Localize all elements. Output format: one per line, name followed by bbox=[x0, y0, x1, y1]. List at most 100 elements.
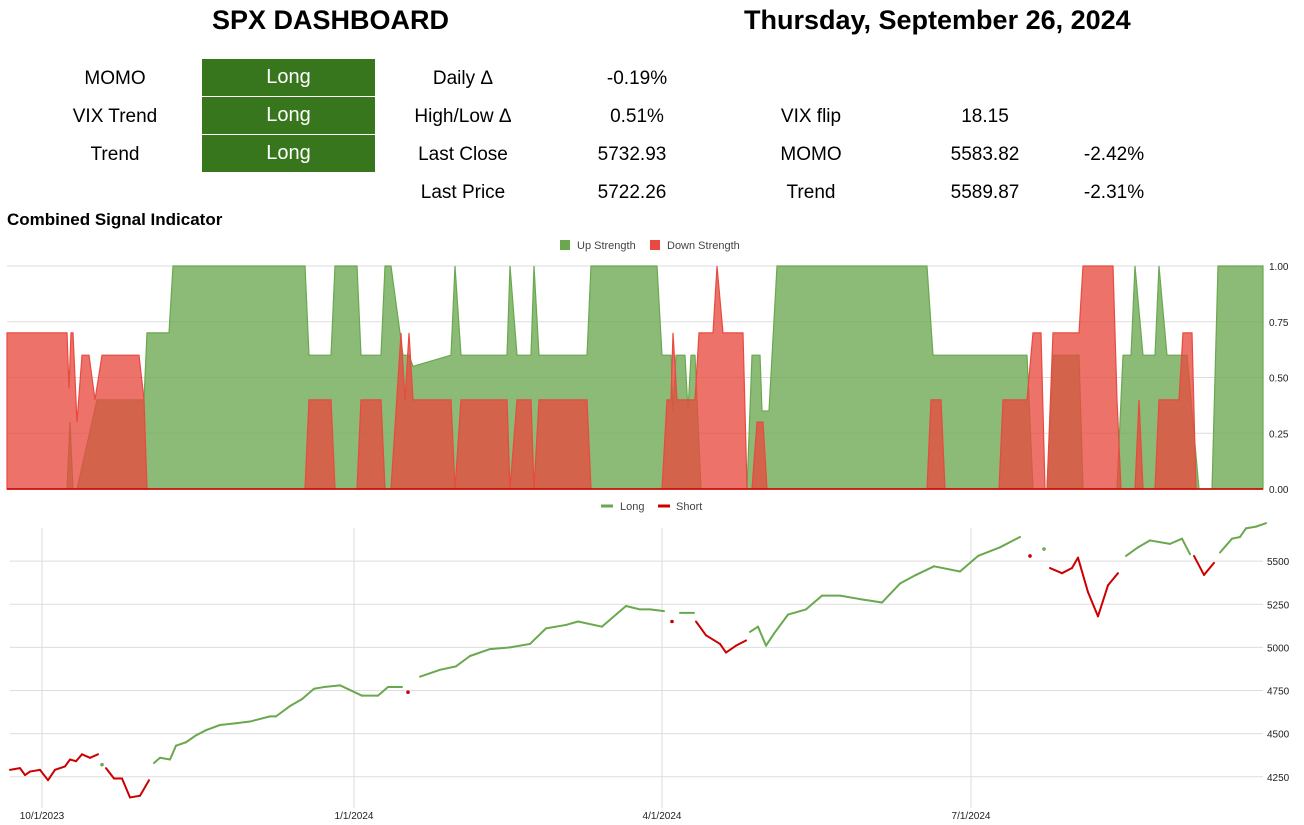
long-segment bbox=[219, 722, 237, 726]
long-segment bbox=[469, 648, 491, 657]
long-segment bbox=[933, 565, 961, 573]
momo-level-label: MOMO bbox=[780, 144, 842, 165]
long-segment bbox=[577, 620, 603, 628]
long-segment bbox=[529, 627, 547, 645]
long-segment bbox=[377, 686, 389, 697]
short-segment bbox=[719, 642, 727, 654]
long-segment bbox=[1255, 522, 1267, 528]
long-segment bbox=[773, 613, 789, 635]
long-segment bbox=[899, 573, 917, 585]
long-segment bbox=[765, 632, 775, 647]
long-segment bbox=[159, 756, 171, 761]
long-segment bbox=[153, 756, 161, 764]
short-segment bbox=[1049, 567, 1063, 575]
short-segment bbox=[1087, 591, 1099, 618]
trend-level-value: 5589.87 bbox=[950, 182, 1020, 203]
short-segment bbox=[89, 753, 99, 759]
short-segment bbox=[1193, 554, 1205, 576]
long-point bbox=[1042, 547, 1046, 551]
long-segment bbox=[439, 665, 457, 671]
long-segment bbox=[1137, 539, 1151, 549]
long-segment bbox=[175, 741, 187, 747]
long-segment bbox=[1231, 535, 1241, 540]
long-segment bbox=[489, 646, 511, 651]
short-segment bbox=[24, 770, 31, 777]
short-segment bbox=[725, 644, 737, 654]
price-ytick-label: 4750 bbox=[1267, 687, 1290, 698]
long-segment bbox=[289, 698, 303, 708]
short-segment bbox=[19, 767, 26, 777]
signal-label-momo: MOMO bbox=[84, 68, 146, 89]
short-segment bbox=[1203, 561, 1215, 576]
short-segment bbox=[64, 758, 71, 768]
short-segment bbox=[29, 768, 41, 773]
last-close-value: 5732.93 bbox=[597, 144, 667, 165]
long-segment bbox=[455, 655, 471, 668]
last-price-value: 5722.26 bbox=[597, 182, 667, 203]
long-segment bbox=[839, 594, 861, 601]
long-point bbox=[100, 762, 104, 767]
signal-label-vix-trend: VIX Trend bbox=[72, 106, 158, 127]
long-segment bbox=[195, 729, 207, 737]
long-segment bbox=[977, 546, 1001, 557]
long-segment bbox=[275, 705, 291, 718]
short-segment bbox=[47, 768, 56, 782]
daily-change-value: -0.19% bbox=[606, 68, 668, 89]
price-ytick-label: 5000 bbox=[1267, 643, 1290, 654]
momo-level-pct: -2.42% bbox=[1083, 144, 1145, 165]
long-segment bbox=[859, 598, 883, 604]
short-segment bbox=[139, 779, 150, 797]
price-xtick-label: 4/1/2024 bbox=[643, 811, 682, 822]
long-segment bbox=[235, 720, 251, 725]
trend-level-pct: -2.31% bbox=[1083, 182, 1145, 203]
legend-swatch-down bbox=[650, 240, 660, 250]
long-segment bbox=[805, 594, 823, 611]
momo-level-value: 5583.82 bbox=[950, 144, 1020, 165]
price-chart: Long Short 4250 4500 4750 5000 5250 5500 10/1/… bbox=[9, 501, 1290, 822]
dashboard-date: Thursday, September 26, 2024 bbox=[744, 5, 1131, 35]
price-ytick-label: 4250 bbox=[1267, 773, 1290, 784]
short-segment bbox=[129, 794, 141, 799]
long-segment bbox=[323, 684, 341, 689]
signal-badge-vix-trend: Long bbox=[202, 97, 375, 134]
vix-flip-value: 18.15 bbox=[961, 106, 1009, 127]
signal-legend: Up Strength Down Strength bbox=[560, 240, 740, 252]
long-segment bbox=[601, 604, 627, 628]
short-segment bbox=[75, 753, 83, 763]
short-segment bbox=[705, 634, 721, 645]
long-segment bbox=[1239, 527, 1247, 538]
long-segment bbox=[915, 565, 935, 576]
price-xtick-label: 10/1/2023 bbox=[20, 811, 65, 822]
short-segment bbox=[121, 777, 131, 799]
long-segment bbox=[545, 623, 567, 630]
short-segment bbox=[81, 753, 91, 759]
signal-ytick-label: 0.50 bbox=[1269, 374, 1289, 385]
price-legend: Long Short bbox=[601, 501, 702, 513]
long-segment bbox=[205, 724, 221, 732]
long-segment bbox=[1181, 537, 1191, 556]
short-segment bbox=[105, 767, 115, 780]
long-segment bbox=[749, 625, 759, 633]
short-segment bbox=[9, 767, 21, 771]
signal-ytick-label: 0.00 bbox=[1269, 485, 1289, 496]
short-segment bbox=[695, 620, 707, 637]
legend-label-down: Down Strength bbox=[667, 240, 740, 252]
short-segment bbox=[1107, 572, 1119, 587]
short-point bbox=[406, 690, 410, 695]
long-segment bbox=[419, 668, 441, 678]
dashboard-title: SPX DASHBOARD bbox=[212, 5, 450, 35]
long-segment bbox=[1125, 546, 1139, 557]
last-price-label: Last Price bbox=[420, 182, 506, 203]
highlow-change-value: 0.51% bbox=[610, 106, 664, 127]
signal-label-trend: Trend bbox=[90, 144, 140, 165]
long-segment bbox=[565, 620, 579, 626]
price-xtick-label: 7/1/2024 bbox=[952, 811, 991, 822]
short-segment bbox=[69, 758, 77, 763]
price-ytick-label: 5500 bbox=[1267, 557, 1290, 568]
legend-swatch-up bbox=[560, 240, 570, 250]
highlow-change-label: High/Low Δ bbox=[414, 106, 512, 127]
long-segment bbox=[1245, 525, 1257, 530]
long-segment bbox=[999, 535, 1021, 549]
short-point bbox=[1028, 554, 1032, 558]
vix-flip-label: VIX flip bbox=[780, 106, 842, 127]
